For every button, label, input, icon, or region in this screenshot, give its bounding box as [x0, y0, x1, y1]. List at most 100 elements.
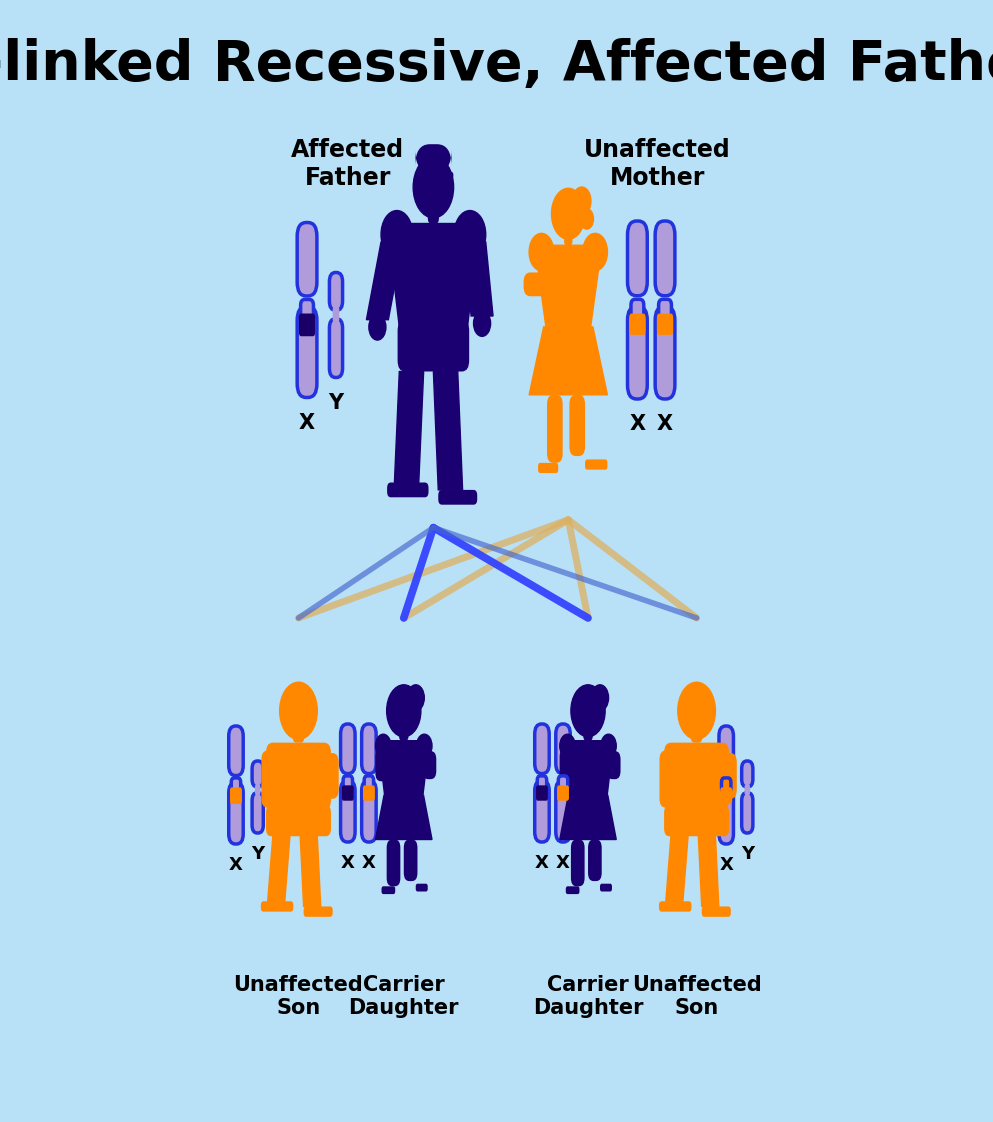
Polygon shape	[378, 741, 429, 798]
Text: Unaffected
Son: Unaffected Son	[632, 975, 762, 1018]
FancyBboxPatch shape	[556, 781, 570, 842]
FancyBboxPatch shape	[344, 776, 353, 790]
FancyBboxPatch shape	[664, 806, 729, 836]
Text: X: X	[229, 856, 243, 874]
FancyBboxPatch shape	[341, 781, 355, 842]
FancyBboxPatch shape	[252, 761, 263, 787]
FancyBboxPatch shape	[363, 785, 374, 801]
FancyBboxPatch shape	[534, 781, 549, 842]
Text: Affected
Father: Affected Father	[291, 138, 404, 190]
Polygon shape	[268, 836, 290, 901]
FancyBboxPatch shape	[628, 221, 647, 296]
FancyBboxPatch shape	[628, 306, 647, 399]
Text: Y: Y	[251, 845, 264, 863]
FancyBboxPatch shape	[361, 724, 376, 773]
Polygon shape	[698, 836, 719, 907]
Text: Y: Y	[329, 393, 344, 413]
FancyBboxPatch shape	[304, 907, 333, 917]
Text: X: X	[341, 854, 355, 872]
FancyBboxPatch shape	[399, 730, 408, 741]
FancyBboxPatch shape	[228, 726, 243, 775]
FancyBboxPatch shape	[607, 751, 621, 779]
FancyBboxPatch shape	[415, 145, 452, 172]
FancyBboxPatch shape	[566, 886, 580, 894]
FancyBboxPatch shape	[341, 724, 355, 773]
FancyBboxPatch shape	[631, 300, 643, 321]
FancyBboxPatch shape	[564, 231, 573, 246]
Text: X: X	[556, 854, 570, 872]
Text: X: X	[535, 854, 549, 872]
FancyBboxPatch shape	[702, 907, 731, 917]
Polygon shape	[366, 242, 403, 320]
FancyBboxPatch shape	[659, 901, 691, 912]
FancyBboxPatch shape	[375, 748, 389, 781]
Text: X: X	[630, 414, 645, 434]
FancyBboxPatch shape	[664, 743, 729, 810]
FancyBboxPatch shape	[342, 785, 354, 801]
Circle shape	[560, 734, 575, 757]
FancyBboxPatch shape	[722, 753, 737, 799]
Polygon shape	[464, 242, 494, 316]
FancyBboxPatch shape	[438, 490, 478, 505]
FancyBboxPatch shape	[330, 319, 343, 377]
FancyBboxPatch shape	[266, 806, 331, 836]
FancyBboxPatch shape	[261, 901, 293, 912]
FancyBboxPatch shape	[560, 748, 573, 781]
Circle shape	[413, 156, 454, 218]
FancyBboxPatch shape	[266, 743, 331, 810]
Circle shape	[407, 684, 424, 711]
FancyBboxPatch shape	[537, 776, 547, 790]
FancyBboxPatch shape	[255, 784, 260, 795]
FancyBboxPatch shape	[569, 395, 585, 456]
Polygon shape	[562, 741, 614, 798]
FancyBboxPatch shape	[228, 783, 243, 844]
Text: Unaffected
Son: Unaffected Son	[233, 975, 363, 1018]
FancyBboxPatch shape	[297, 222, 317, 296]
FancyBboxPatch shape	[536, 785, 548, 801]
FancyBboxPatch shape	[583, 730, 593, 741]
FancyBboxPatch shape	[381, 886, 395, 894]
Polygon shape	[666, 836, 688, 901]
Circle shape	[592, 684, 609, 711]
FancyBboxPatch shape	[428, 209, 439, 223]
Text: Y: Y	[741, 845, 754, 863]
FancyBboxPatch shape	[557, 785, 569, 801]
FancyBboxPatch shape	[691, 733, 702, 743]
FancyBboxPatch shape	[538, 463, 558, 473]
FancyBboxPatch shape	[534, 724, 549, 773]
FancyBboxPatch shape	[386, 839, 400, 886]
FancyBboxPatch shape	[387, 482, 429, 497]
Polygon shape	[300, 836, 321, 907]
FancyBboxPatch shape	[558, 776, 568, 790]
FancyBboxPatch shape	[544, 283, 588, 306]
FancyBboxPatch shape	[361, 781, 376, 842]
FancyBboxPatch shape	[588, 839, 602, 881]
FancyBboxPatch shape	[720, 788, 732, 803]
Polygon shape	[529, 327, 608, 395]
FancyBboxPatch shape	[230, 788, 242, 803]
FancyBboxPatch shape	[571, 839, 585, 886]
FancyBboxPatch shape	[523, 273, 573, 296]
FancyBboxPatch shape	[658, 300, 671, 321]
FancyBboxPatch shape	[299, 313, 315, 337]
Text: Unaffected
Mother: Unaffected Mother	[584, 138, 731, 190]
Circle shape	[529, 233, 554, 270]
FancyBboxPatch shape	[745, 784, 750, 795]
Polygon shape	[534, 246, 602, 327]
Circle shape	[580, 209, 594, 229]
FancyBboxPatch shape	[655, 306, 675, 399]
FancyBboxPatch shape	[297, 306, 317, 397]
FancyBboxPatch shape	[657, 313, 673, 335]
FancyBboxPatch shape	[719, 783, 734, 844]
Circle shape	[583, 233, 608, 270]
FancyBboxPatch shape	[293, 733, 304, 743]
Text: X: X	[299, 413, 315, 432]
Text: Carrier
Daughter: Carrier Daughter	[533, 975, 643, 1018]
Circle shape	[381, 211, 413, 259]
Circle shape	[375, 734, 391, 757]
Circle shape	[678, 682, 715, 739]
FancyBboxPatch shape	[330, 273, 343, 311]
Circle shape	[454, 211, 486, 259]
FancyBboxPatch shape	[585, 459, 608, 470]
FancyBboxPatch shape	[423, 751, 436, 779]
